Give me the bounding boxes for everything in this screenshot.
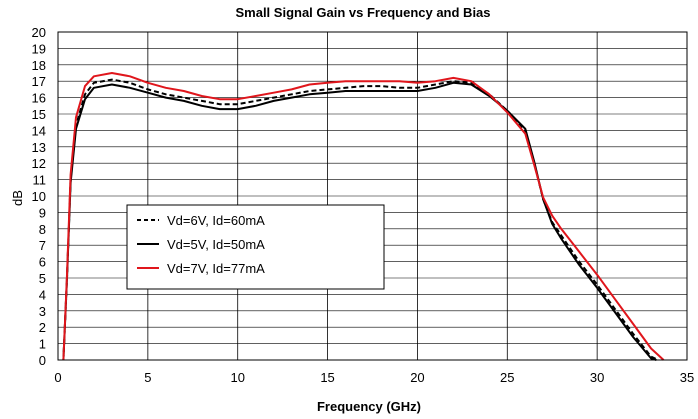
- legend-box: [126, 204, 385, 290]
- y-tick-label: 5: [39, 271, 46, 286]
- x-tick-label: 30: [590, 370, 604, 385]
- y-tick-label: 10: [32, 189, 46, 204]
- y-tick-label: 1: [39, 337, 46, 352]
- x-tick-label: 20: [410, 370, 424, 385]
- y-tick-label: 13: [32, 140, 46, 155]
- y-tick-label: 12: [32, 156, 46, 171]
- y-tick-label: 16: [32, 91, 46, 106]
- y-tick-label: 6: [39, 255, 46, 270]
- y-tick-label: 0: [39, 353, 46, 368]
- series-line: [62, 81, 657, 361]
- y-tick-label: 3: [39, 304, 46, 319]
- y-tick-label: 11: [33, 173, 47, 188]
- legend-label: Vd=5V, Id=50mA: [167, 237, 265, 252]
- y-tick-label: 4: [39, 287, 46, 302]
- series-line: [62, 78, 659, 361]
- y-tick-label: 20: [32, 25, 46, 40]
- x-tick-label: 10: [230, 370, 244, 385]
- y-tick-label: 8: [39, 222, 46, 237]
- legend: Vd=6V, Id=60mA Vd=5V, Id=50mA Vd=7V, Id=77…: [126, 204, 385, 290]
- legend-label: Vd=6V, Id=60mA: [167, 213, 265, 228]
- y-tick-label: 17: [32, 74, 46, 89]
- x-tick-label: 35: [680, 370, 694, 385]
- series-line: [62, 72, 665, 361]
- y-tick-label: 2: [39, 320, 46, 335]
- y-tick-label: 19: [32, 41, 46, 56]
- series-lines: [62, 72, 665, 361]
- chart-title: Small Signal Gain vs Frequency and Bias: [235, 5, 490, 20]
- x-axis-label: Frequency (GHz): [317, 399, 421, 414]
- x-tick-label: 25: [500, 370, 514, 385]
- y-tick-label: 7: [39, 238, 46, 253]
- legend-label: Vd=7V, Id=77mA: [167, 261, 265, 276]
- y-axis-label: dB: [10, 190, 25, 206]
- x-tick-label: 15: [320, 370, 334, 385]
- x-tick-label: 0: [54, 370, 61, 385]
- y-tick-label: 15: [32, 107, 46, 122]
- x-axis-ticks: 0 5 10 15 20 25 30 35: [54, 370, 694, 385]
- y-tick-label: 14: [32, 123, 46, 138]
- x-tick-label: 5: [144, 370, 151, 385]
- y-tick-label: 18: [32, 58, 46, 73]
- plot-area-border: [57, 31, 688, 361]
- y-tick-label: 9: [39, 205, 46, 220]
